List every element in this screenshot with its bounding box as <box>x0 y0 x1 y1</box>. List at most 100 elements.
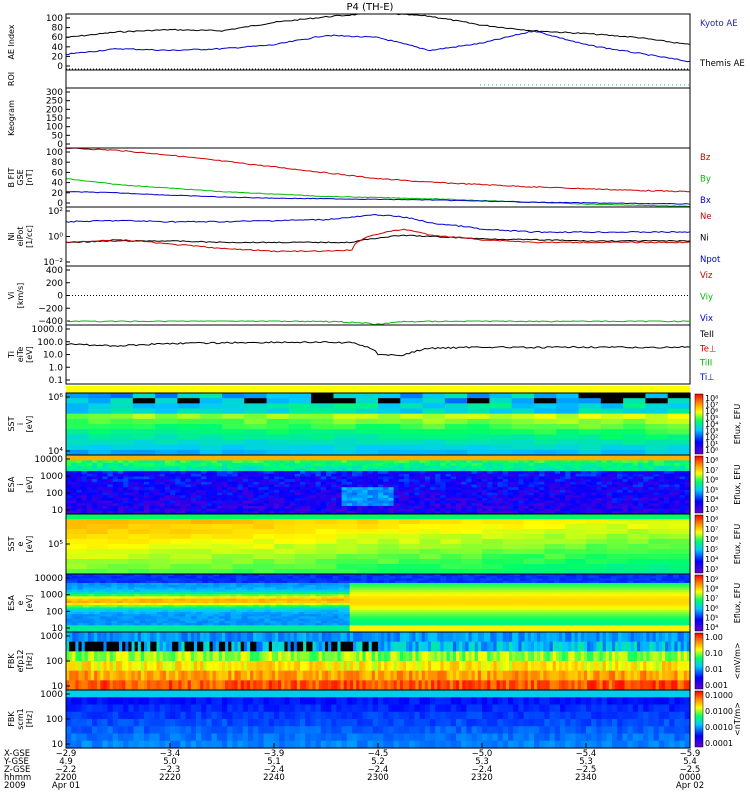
spectro-cell <box>471 487 478 491</box>
spectro-cell <box>534 455 540 459</box>
spectro-cell <box>523 549 545 555</box>
spectro-cell <box>144 500 150 504</box>
spectro-cell <box>81 500 88 504</box>
spectro-cell <box>105 616 112 620</box>
spectro-cell <box>372 611 379 615</box>
spectro-cell <box>241 598 249 602</box>
spectro-cell <box>66 444 89 451</box>
spectro-cell <box>435 484 441 488</box>
spectro-cell <box>549 500 556 504</box>
spectro-cell <box>528 463 535 467</box>
spectro-cell <box>341 503 348 507</box>
spectro-cell <box>357 534 379 540</box>
spectro-cell <box>94 591 101 595</box>
spectro-cell <box>177 403 201 410</box>
spectro-cell <box>123 511 129 515</box>
spectro-cell <box>419 463 426 467</box>
spectro-cell <box>298 627 305 631</box>
spectro-cell <box>199 393 223 399</box>
spectro-cell <box>232 468 239 472</box>
y-tick-label: 100 <box>46 123 63 133</box>
spectro-cell <box>134 605 141 609</box>
spectro-cell <box>222 418 245 425</box>
spectro-cell <box>658 473 665 478</box>
spectro-cell <box>97 465 103 470</box>
spectro-cell <box>580 497 587 502</box>
spectro-cell <box>309 578 317 582</box>
spectro-cell <box>105 629 112 633</box>
spectro-cell <box>224 614 232 617</box>
spectro-cell <box>66 460 72 464</box>
spectro-cell <box>179 609 186 613</box>
spectro-cell <box>565 569 587 575</box>
spectro-cell <box>362 503 369 507</box>
spectro-cell <box>346 500 353 504</box>
spectro-cell <box>123 473 129 478</box>
spectro-cell <box>258 623 266 626</box>
spectro-cell <box>326 620 334 624</box>
spectro-cell <box>332 616 339 620</box>
spectro-cell <box>253 534 275 540</box>
spectro-cell <box>76 479 83 483</box>
spectro-cell <box>196 596 203 600</box>
spectro-cell <box>122 600 129 604</box>
spectro-cell <box>658 484 665 488</box>
spectro-cell <box>482 487 488 491</box>
spectro-cell <box>105 594 112 597</box>
spectro-cell <box>86 529 109 535</box>
spectro-cell <box>674 505 681 510</box>
spectro-cell <box>606 569 629 575</box>
spectro-cell <box>159 497 166 502</box>
spectro-cell <box>263 500 270 504</box>
spectro-cell <box>627 505 634 510</box>
spectro-cell <box>430 455 436 459</box>
spectro-cell <box>71 484 77 488</box>
spectro-cell <box>268 508 275 512</box>
spectro-cell <box>185 473 192 478</box>
spectro-cell <box>274 564 296 570</box>
spectro-cell <box>241 614 249 617</box>
spectro-cell <box>430 457 436 461</box>
spectro-cell <box>627 497 634 502</box>
spectro-cell <box>111 609 118 613</box>
spectro-cell <box>378 471 384 475</box>
spectro-cell <box>419 514 441 520</box>
spectro-cell <box>170 497 176 502</box>
spectro-cell <box>332 603 339 606</box>
spectro-cell <box>502 544 525 550</box>
spectro-cell <box>196 479 202 483</box>
spectro-cell <box>575 511 582 515</box>
spectro-cell <box>534 503 540 507</box>
spectro-cell <box>253 487 259 491</box>
spectro-cell <box>627 559 649 565</box>
y-axis-label: [1/cc] <box>25 225 34 248</box>
spectro-cell <box>305 503 311 507</box>
spectro-cell <box>440 564 462 570</box>
spectro-cell <box>66 476 72 480</box>
spectro-cell <box>110 439 134 446</box>
spectro-cell <box>414 476 421 480</box>
spectro-cell <box>242 473 249 478</box>
spectro-cell <box>179 614 186 617</box>
spectro-cell <box>648 544 670 550</box>
spectro-cell <box>560 489 566 494</box>
spectro-cell <box>105 576 112 580</box>
spectro-cell <box>444 398 468 404</box>
spectro-cell <box>138 511 145 515</box>
spectro-cell <box>279 481 285 486</box>
spectro-cell <box>279 505 285 510</box>
spectro-cell <box>617 489 623 494</box>
spectro-cell <box>274 468 280 472</box>
y-axis-label: eiPot <box>16 227 25 247</box>
spectro-cell <box>76 460 83 464</box>
spectro-cell <box>100 594 107 597</box>
spectro-cell <box>343 578 351 582</box>
spectro-cell <box>258 627 266 631</box>
spectro-cell <box>444 413 468 420</box>
spectro-cell <box>86 549 109 555</box>
spectro-cell <box>102 508 109 512</box>
spectro-cell <box>487 500 493 504</box>
spectro-cell <box>86 564 109 570</box>
spectro-cell <box>156 629 164 633</box>
spectro-cell <box>71 476 77 480</box>
